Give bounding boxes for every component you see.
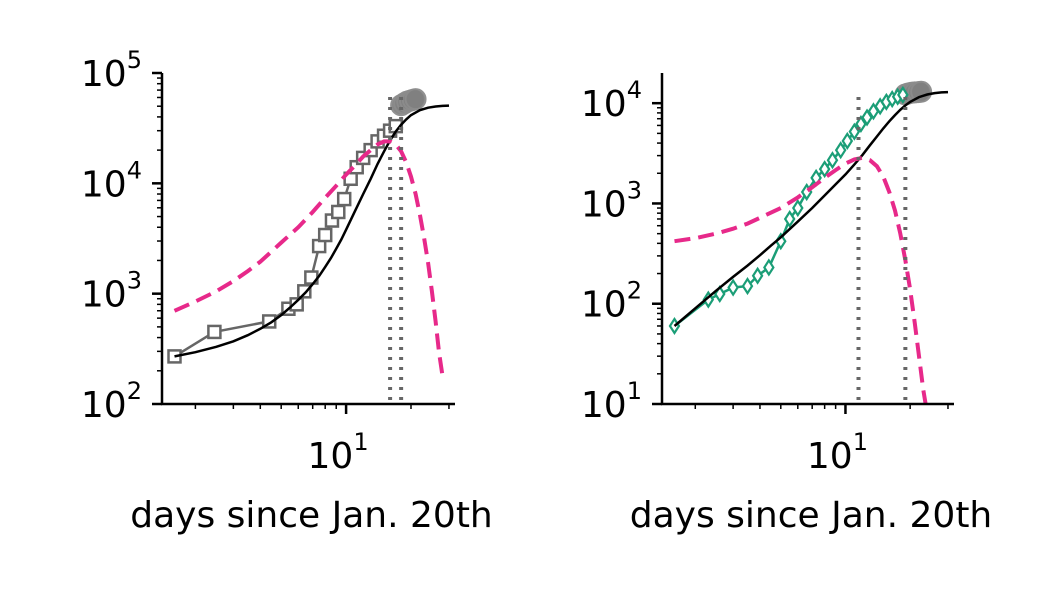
series-observed-2 (668, 85, 909, 336)
observed-point-5 (741, 277, 754, 296)
series-excluded-1 (390, 88, 427, 117)
excluded-point-6 (910, 80, 933, 103)
observed-point-6 (751, 266, 764, 285)
y-tick-label-2: 102 (581, 277, 642, 326)
observed-point-13 (818, 160, 831, 179)
observed-point-15 (834, 141, 847, 160)
observed-point-4 (727, 278, 739, 297)
x-axis-label: days since Jan. 20th (630, 495, 993, 536)
observed-point-14 (826, 151, 839, 170)
y-tick-label-1: 102 (81, 377, 142, 426)
excluded-point-6 (404, 88, 427, 111)
observed-point-7 (763, 258, 775, 277)
observed-point-5 (289, 297, 304, 312)
y-tick-label-3: 103 (581, 176, 642, 225)
chart-panel-2: 101 102 103 104 101 days since Jan. 20th (581, 73, 992, 536)
x-axis-label: days since Jan. 20th (130, 495, 493, 536)
x-tick-label-1: 101 (308, 428, 369, 477)
observed-point-2 (207, 324, 222, 340)
x-tick-label-1: 101 (807, 428, 868, 477)
observed-point-25 (897, 85, 909, 104)
y-tick-label-4: 105 (81, 46, 142, 95)
observed-point-6 (297, 284, 312, 299)
observed-point-12 (336, 191, 352, 207)
observed-point-16 (841, 131, 854, 150)
observed-point-19 (861, 108, 873, 127)
chart-panel-1: 102 103 104 105 101 days since Jan. 20th (81, 46, 493, 536)
y-tick-label-4: 104 (581, 76, 642, 125)
y-tick-label-2: 103 (81, 267, 142, 316)
observed-point-9 (317, 227, 333, 243)
y-tick-label-1: 101 (581, 377, 642, 426)
observed-point-9 (783, 209, 796, 229)
observed-point-10 (791, 199, 804, 218)
y-tick-label-3: 104 (81, 156, 142, 205)
fit-line-1 (174, 104, 450, 358)
observed-point-11 (331, 204, 346, 220)
rate-line-1 (173, 139, 445, 377)
